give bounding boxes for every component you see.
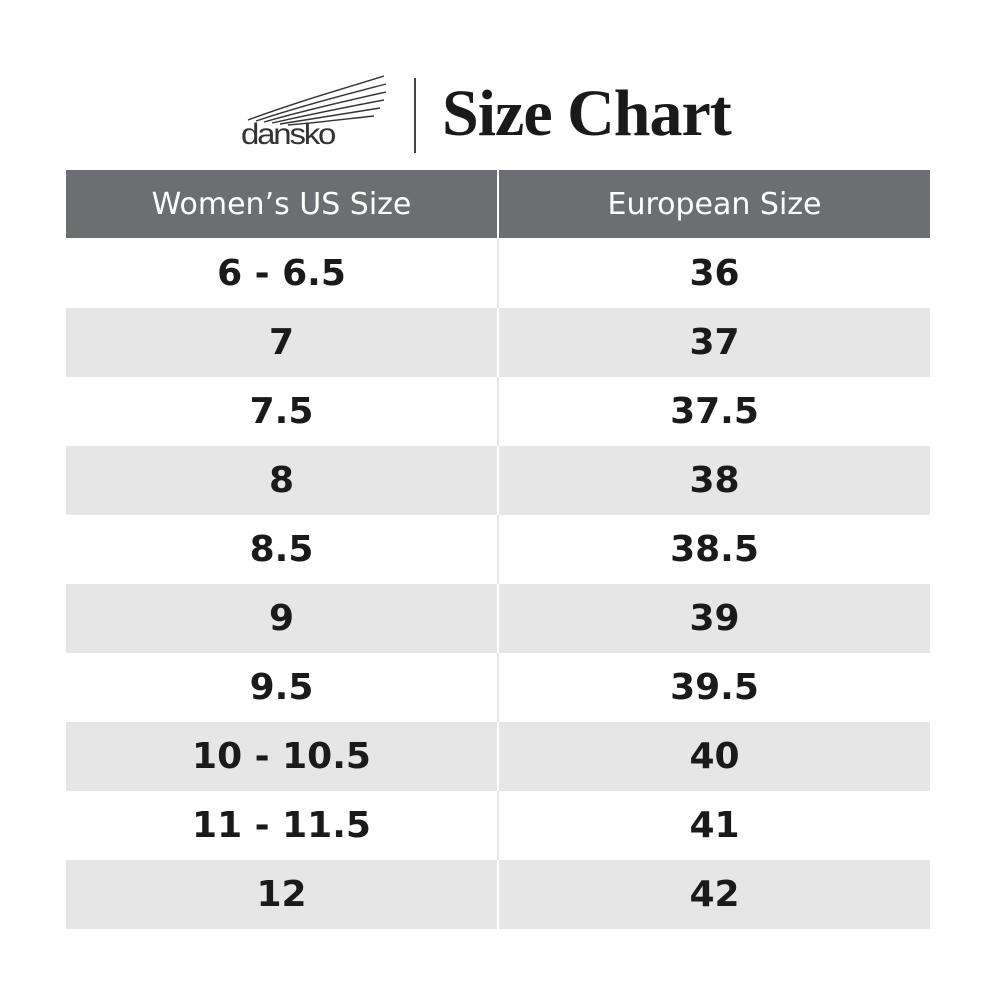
- table-cell: 42: [497, 860, 930, 929]
- table-row: 12 42: [66, 860, 930, 929]
- table-row: 6 - 6.5 36: [66, 239, 930, 308]
- table-cell: 36: [497, 239, 930, 308]
- table-cell: 38.5: [497, 515, 930, 584]
- table-row: 8.5 38.5: [66, 515, 930, 584]
- column-header: Women’s US Size: [66, 170, 497, 238]
- table-cell: 39.5: [497, 653, 930, 722]
- table-row: 10 - 10.5 40: [66, 722, 930, 791]
- table-row: 7 37: [66, 308, 930, 377]
- table-cell: 40: [497, 722, 930, 791]
- table-cell: 12: [66, 860, 497, 929]
- table-row: 9.5 39.5: [66, 653, 930, 722]
- column-header: European Size: [497, 170, 930, 238]
- table-cell: 8.5: [66, 515, 497, 584]
- table-row: 7.5 37.5: [66, 377, 930, 446]
- table-row: 9 39: [66, 584, 930, 653]
- brand-wing: [247, 75, 387, 126]
- table-row: 8 38: [66, 446, 930, 515]
- size-table: Women’s US Size European Size 6 - 6.5 36 7 37…: [66, 170, 930, 929]
- table-cell: 6 - 6.5: [66, 239, 497, 308]
- table-cell: 38: [497, 446, 930, 515]
- table-cell: 11 - 11.5: [66, 791, 497, 860]
- table-cell: 9: [66, 584, 497, 653]
- divider: [414, 78, 416, 153]
- table-cell: 7.5: [66, 377, 497, 446]
- table-cell: 39: [497, 584, 930, 653]
- table-row: 11 - 11.5 41: [66, 791, 930, 860]
- page-title: Size Chart: [442, 77, 732, 150]
- table-cell: 7: [66, 308, 497, 377]
- brand-name: dansko: [241, 118, 336, 151]
- table-cell: 9.5: [66, 653, 497, 722]
- header-row: Women’s US Size European Size: [66, 170, 930, 239]
- table-cell: 41: [497, 791, 930, 860]
- table-cell: 37.5: [497, 377, 930, 446]
- table-cell: 10 - 10.5: [66, 722, 497, 791]
- table-cell: 37: [497, 308, 930, 377]
- table-cell: 8: [66, 446, 497, 515]
